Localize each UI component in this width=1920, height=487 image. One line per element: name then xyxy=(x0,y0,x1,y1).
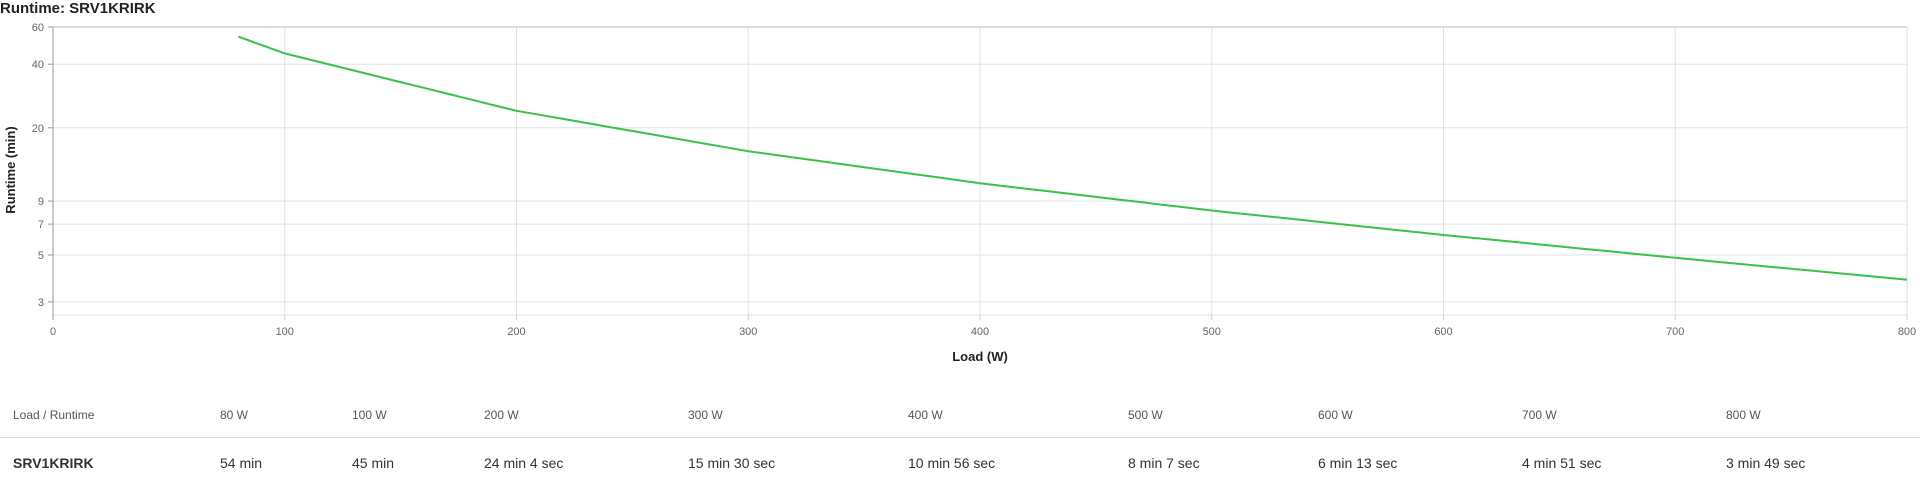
column-header: 600 W xyxy=(1318,408,1353,422)
x-tick-label: 700 xyxy=(1666,326,1684,338)
runtime-value: 4 min 51 sec xyxy=(1522,455,1602,471)
runtime-value: 3 min 49 sec xyxy=(1726,455,1806,471)
chart-title: Runtime: SRV1KRIRK xyxy=(0,0,156,17)
y-tick-label: 20 xyxy=(32,123,44,135)
y-tick-label: 40 xyxy=(32,59,44,71)
x-tick-label: 300 xyxy=(739,326,757,338)
y-tick-label: 9 xyxy=(38,196,44,208)
x-tick-label: 400 xyxy=(971,326,989,338)
runtime-value: 24 min 4 sec xyxy=(484,455,564,471)
column-header: 100 W xyxy=(352,408,387,422)
column-header: 400 W xyxy=(908,408,943,422)
table-header: Load / Runtime 80 W 100 W 200 W 300 W 400 W 5… xyxy=(0,395,1920,438)
runtime-value: 10 min 56 sec xyxy=(908,455,996,471)
header-label: Load / Runtime xyxy=(13,408,95,422)
y-tick-label: 7 xyxy=(38,219,44,231)
runtime-value: 6 min 13 sec xyxy=(1318,455,1398,471)
runtime-value: 15 min 30 sec xyxy=(688,455,776,471)
y-tick-label: 5 xyxy=(38,250,44,262)
runtime-line xyxy=(238,35,1908,281)
x-tick-label: 100 xyxy=(276,326,294,338)
grid-lines xyxy=(53,26,1908,316)
x-tick-label: 500 xyxy=(1203,326,1221,338)
model-name: SRV1KRIRK xyxy=(13,455,94,471)
column-header: 300 W xyxy=(688,408,723,422)
y-tick-label: 3 xyxy=(38,297,44,309)
x-axis-label: Load (W) xyxy=(952,349,1008,364)
x-tick-label: 800 xyxy=(1898,326,1916,338)
column-header: 700 W xyxy=(1522,408,1557,422)
runtime-value: 8 min 7 sec xyxy=(1128,455,1200,471)
x-tick-label: 200 xyxy=(507,326,525,338)
x-tick-label: 600 xyxy=(1434,326,1452,338)
runtime-value: 45 min xyxy=(352,455,395,471)
column-header: 200 W xyxy=(484,408,519,422)
y-axis-label: Runtime (min) xyxy=(3,126,18,213)
column-header: 80 W xyxy=(220,408,249,422)
column-header: 800 W xyxy=(1726,408,1761,422)
table-row: SRV1KRIRK 54 min 45 min 24 min 4 sec 15 min … xyxy=(0,395,1920,471)
y-tick-label: 60 xyxy=(32,22,44,34)
column-header: 500 W xyxy=(1128,408,1163,422)
runtime-table: Load / Runtime 80 W 100 W 200 W 300 W 400 W 5… xyxy=(0,395,1920,471)
x-tick-label: 0 xyxy=(50,326,56,338)
runtime-value: 54 min xyxy=(220,455,263,471)
axes xyxy=(48,26,1908,320)
